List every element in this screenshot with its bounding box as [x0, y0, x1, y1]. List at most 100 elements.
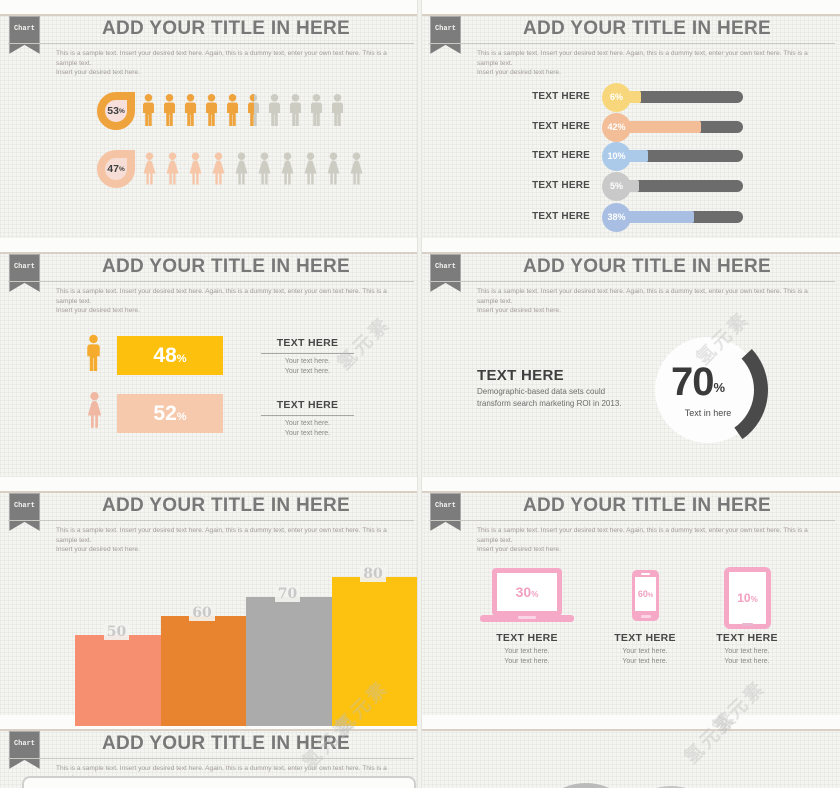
device-text-block: TEXT HERE Your text here. Your text here.: [496, 632, 558, 665]
male-percentage-badge: 53%: [97, 92, 135, 130]
male-person-icon: [183, 94, 198, 128]
chart-ribbon-badge: Chart: [9, 493, 40, 531]
chart-ribbon-badge: Chart: [9, 731, 40, 769]
smartphone-screen: 60%: [635, 577, 656, 611]
female-percentage-badge: 47%: [97, 150, 135, 188]
slide-title: ADD YOUR TITLE IN HERE: [102, 495, 350, 516]
laptop-icon: 30%: [492, 568, 562, 616]
slide-title: ADD YOUR TITLE IN HERE: [102, 256, 350, 277]
stat-body: Demographic-based data sets could transf…: [477, 387, 622, 408]
female-percent-value: 47: [107, 163, 119, 175]
female-person-icon: [210, 151, 227, 188]
slide-thumbnail-progress-bars[interactable]: Chart ADD YOUR TITLE IN HERE This is a sam…: [421, 0, 840, 238]
bar-row-label: TEXT HERE: [532, 180, 590, 191]
tablet-icon: 10%: [724, 567, 771, 629]
title-divider: [8, 520, 414, 521]
column-bar: [246, 597, 332, 726]
slide-subtitle: This is a sample text. Insert your desir…: [477, 50, 808, 77]
bar-row-label: TEXT HERE: [532, 150, 590, 161]
male-person-icon: [267, 94, 282, 128]
female-person-icon: [325, 151, 342, 188]
slide-thumbnail-partial[interactable]: [421, 715, 840, 788]
male-person-icon: [330, 94, 345, 128]
male-bar: 48%: [117, 336, 223, 375]
slide-subtitle: This is a sample text. Insert your desir…: [56, 50, 387, 77]
chart-ribbon-badge: Chart: [430, 493, 461, 531]
slide-title: ADD YOUR TITLE IN HERE: [102, 733, 350, 754]
chart-ribbon-badge: Chart: [430, 16, 461, 54]
bar-track: [616, 180, 743, 192]
title-divider: [429, 281, 835, 282]
smartphone-speaker: [641, 573, 650, 575]
slide-title: ADD YOUR TITLE IN HERE: [102, 18, 350, 39]
male-person-icon: [162, 94, 177, 128]
tablet-home-button: [742, 623, 753, 626]
column-value-label: 50: [103, 624, 130, 640]
slide-title: ADD YOUR TITLE IN HERE: [523, 495, 771, 516]
column-value-label: 80: [360, 566, 386, 582]
slide-thumbnail-column-chart[interactable]: Chart ADD YOUR TITLE IN HERE This is a sam…: [0, 477, 419, 726]
column-bar: [160, 616, 246, 726]
male-icon: [85, 334, 102, 379]
title-divider: [8, 43, 414, 44]
female-person-icon: [187, 151, 204, 188]
column-bar: [75, 635, 161, 726]
device-text-block: TEXT HERE Your text here. Your text here.: [614, 632, 676, 665]
gray-circle: [615, 786, 727, 788]
male-person-icon: [141, 94, 156, 128]
bar-row-label: TEXT HERE: [532, 121, 590, 132]
slide-thumbnail-partial[interactable]: Chart ADD YOUR TITLE IN HERE This is a sam…: [0, 715, 419, 788]
text-block-divider: [261, 353, 354, 354]
male-person-icon: [246, 94, 261, 128]
slide-thumbnail-donut-stat[interactable]: Chart ADD YOUR TITLE IN HERE This is a sam…: [421, 238, 840, 476]
bar-row-label: TEXT HERE: [532, 211, 590, 222]
slide-thumbnail-gender-pictogram[interactable]: Chart ADD YOUR TITLE IN HERE This is a sam…: [0, 0, 419, 238]
male-person-icon: [309, 94, 324, 128]
male-icons-row: [141, 94, 351, 128]
bar-percent-circle: 10%: [602, 141, 631, 171]
slide-subtitle: This is a sample text. Insert your desir…: [56, 527, 387, 554]
female-person-icon: [141, 151, 158, 188]
slide-thumbnail-device-stats[interactable]: Chart ADD YOUR TITLE IN HERE This is a sam…: [421, 477, 840, 715]
female-icons-row: [141, 151, 371, 188]
column-value-label: 70: [274, 586, 301, 602]
title-divider: [8, 281, 414, 282]
slide-thumbnail-gender-bars[interactable]: Chart ADD YOUR TITLE IN HERE This is a sam…: [0, 238, 419, 476]
title-divider: [429, 43, 835, 44]
female-person-icon: [164, 151, 181, 188]
bar-track: [616, 91, 743, 103]
text-block: TEXT HERE Your text here. Your text here…: [255, 399, 360, 439]
stat-value: 70%: [670, 360, 726, 404]
gray-circle: [529, 783, 643, 788]
text-block-heading: TEXT HERE: [276, 399, 339, 411]
column-bar: [331, 577, 417, 726]
column-value-label: 60: [189, 605, 215, 621]
column-gap: [417, 0, 422, 788]
text-block: TEXT HERE Your text here. Your text here…: [255, 337, 360, 377]
bar-percent-circle: 38%: [602, 202, 631, 232]
device-text-block: TEXT HERE Your text here. Your text here.: [716, 632, 778, 665]
slide-title: ADD YOUR TITLE IN HERE: [523, 256, 771, 277]
content-placeholder-box: [22, 776, 416, 788]
bar-fill: [616, 121, 701, 133]
female-person-icon: [302, 151, 319, 188]
female-bar: 52%: [117, 394, 223, 433]
smartphone-home-button: [640, 615, 651, 618]
stat-heading: TEXT HERE: [477, 367, 564, 384]
female-person-icon: [279, 151, 296, 188]
slide-subtitle: This is a sample text. Insert your desir…: [477, 527, 808, 554]
bar-percent-circle: 42%: [602, 112, 631, 142]
bar-fill: [616, 211, 694, 223]
chart-ribbon-badge: Chart: [9, 16, 40, 54]
chart-ribbon-badge: Chart: [9, 254, 40, 292]
donut-arc: [734, 349, 768, 440]
title-divider: [429, 520, 835, 521]
female-person-icon: [233, 151, 250, 188]
female-icon: [85, 391, 104, 436]
male-person-icon: [225, 94, 240, 128]
female-person-icon: [256, 151, 273, 188]
male-percent-value: 53: [107, 105, 119, 117]
stat-caption: Text in here: [684, 408, 732, 418]
title-divider: [8, 758, 414, 759]
